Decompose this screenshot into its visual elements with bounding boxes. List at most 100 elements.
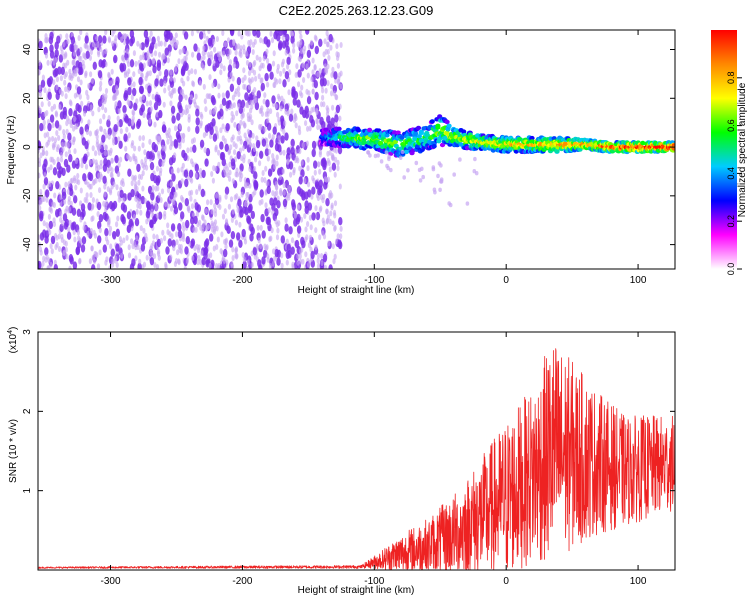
noise-point (84, 72, 88, 79)
spectrogram-x-tick-label: 0 (503, 275, 509, 286)
noise-point (268, 132, 272, 139)
noise-point (161, 144, 165, 151)
noise-point (219, 108, 224, 117)
noise-point (96, 211, 100, 217)
noise-point (60, 90, 64, 97)
noise-point (243, 238, 248, 245)
noise-point (313, 64, 317, 70)
noise-point (330, 90, 334, 97)
noise-point (181, 137, 185, 144)
noise-point (130, 238, 134, 245)
noise-point (254, 75, 258, 82)
snr-y-multiplier: (x104) (7, 327, 19, 354)
noise-point (149, 106, 153, 113)
noise-point (50, 235, 56, 245)
noise-point (43, 172, 47, 179)
noise-point (131, 258, 136, 267)
noise-point (250, 210, 255, 220)
noise-point (273, 255, 277, 262)
noise-point (73, 50, 77, 57)
noise-point (65, 253, 69, 260)
noise-point (182, 80, 186, 87)
noise-point (312, 177, 316, 184)
noise-point (130, 188, 135, 198)
noise-point (259, 37, 263, 44)
noise-point (259, 150, 264, 159)
noise-point (335, 51, 339, 58)
noise-point (54, 120, 60, 129)
noise-point (115, 243, 120, 252)
noise-point (267, 148, 271, 155)
noise-point (232, 61, 236, 68)
noise-point (304, 226, 308, 233)
noise-point (202, 83, 206, 90)
noise-point (166, 138, 170, 145)
noise-point (126, 57, 130, 64)
noise-point (272, 157, 276, 164)
noise-point (274, 184, 279, 191)
noise-point (131, 109, 135, 116)
noise-point (167, 127, 171, 134)
noise-point (284, 71, 290, 80)
noise-point (92, 61, 98, 70)
spectrogram-y-ticks: -40 -20 0 20 40 (22, 44, 675, 252)
noise-point (278, 30, 283, 37)
noise-point (284, 132, 289, 141)
noise-point (261, 230, 266, 239)
noise-point (329, 44, 333, 51)
noise-point (164, 201, 168, 208)
noise-point (237, 103, 241, 109)
noise-point (85, 192, 89, 199)
noise-point (212, 226, 216, 233)
noise-point (115, 228, 121, 237)
noise-point (91, 264, 96, 269)
noise-point (95, 133, 99, 140)
noise-point (97, 235, 102, 244)
noise-point (123, 92, 128, 102)
noise-point (336, 165, 340, 172)
noise-point (47, 100, 51, 107)
signal-point (444, 119, 450, 125)
noise-point (161, 54, 165, 61)
noise-point (224, 237, 228, 244)
noise-point (66, 38, 70, 45)
noise-point (147, 56, 151, 63)
noise-point (152, 65, 157, 74)
noise-point (242, 83, 246, 90)
noise-point (139, 209, 143, 216)
noise-point (217, 149, 221, 156)
speckle-point (384, 150, 389, 155)
noise-point (139, 96, 143, 103)
noise-point (68, 187, 74, 197)
noise-point (332, 258, 336, 265)
noise-point (117, 136, 121, 143)
noise-point (138, 43, 143, 50)
noise-point (306, 72, 310, 79)
noise-point (145, 254, 149, 261)
noise-point (132, 50, 136, 57)
noise-point (311, 57, 315, 64)
noise-point (237, 91, 241, 98)
noise-point (299, 258, 303, 265)
spectrogram-x-ticks: -300 -200 -100 0 100 (101, 30, 647, 286)
noise-point (152, 215, 157, 225)
noise-point (254, 101, 260, 111)
noise-point (252, 99, 256, 106)
noise-point (138, 76, 143, 86)
noise-point (148, 70, 152, 77)
noise-point (204, 124, 210, 133)
speckle-point (465, 201, 470, 206)
noise-point (263, 177, 267, 184)
noise-point (87, 202, 92, 211)
noise-point (318, 234, 322, 241)
noise-point (242, 256, 246, 263)
noise-point (141, 135, 145, 141)
noise-point (104, 228, 109, 237)
noise-point (237, 30, 241, 37)
noise-point (77, 35, 81, 41)
noise-point (101, 134, 106, 143)
noise-point (45, 150, 49, 157)
noise-point (123, 133, 128, 142)
noise-point (72, 69, 76, 76)
noise-point (269, 197, 274, 206)
